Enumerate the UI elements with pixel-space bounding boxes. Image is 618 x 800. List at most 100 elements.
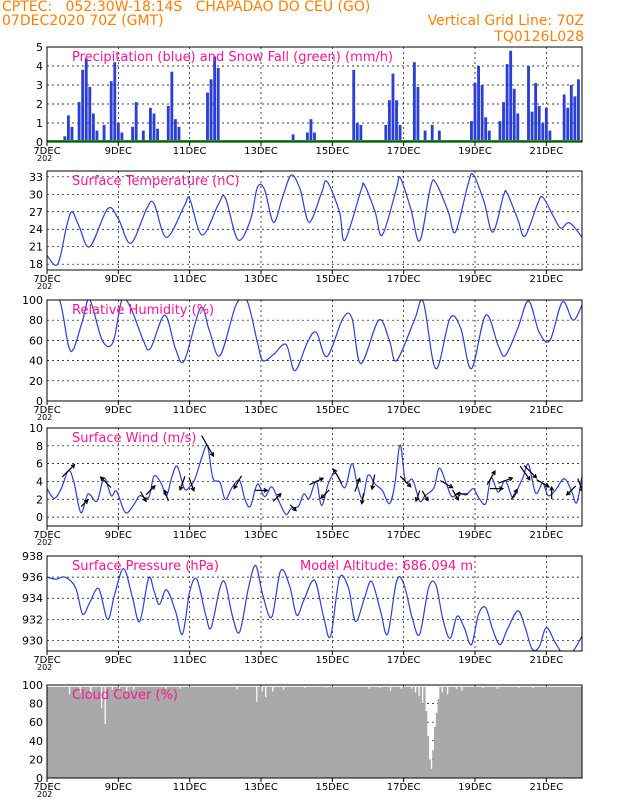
cloud-bar	[494, 686, 497, 778]
precip-bar	[437, 130, 441, 142]
y-tick-label: 8	[36, 440, 43, 453]
cloud-bar	[357, 686, 360, 778]
wind-arrow-head	[233, 484, 238, 490]
cloud-bar	[516, 686, 519, 778]
cloud-bar	[337, 686, 340, 778]
cloud-bar	[353, 686, 357, 778]
cloud-bar	[455, 688, 458, 778]
plot-frame	[46, 427, 583, 527]
cloud-bar	[314, 686, 317, 778]
precip-bar	[95, 130, 99, 142]
x-tick-label: 15DEC	[315, 782, 349, 793]
cloud-bar	[170, 686, 173, 778]
cloud-bar	[414, 692, 417, 778]
wind-arrow-head	[525, 475, 531, 481]
cloud-bar	[389, 690, 392, 778]
cloud-bar	[505, 686, 508, 778]
x-tick-label: 21DEC	[529, 274, 563, 285]
precip-bar	[398, 124, 402, 142]
cloud-bar	[571, 686, 574, 778]
wind-arrow-head	[532, 473, 538, 479]
wind-arrow-head	[318, 477, 325, 482]
wind-arrow	[451, 489, 459, 501]
cloud-bar	[244, 686, 248, 778]
wind-arrow	[399, 475, 412, 488]
cloud-bar	[118, 690, 121, 778]
cloud-bar	[271, 691, 274, 778]
plot-frame	[46, 46, 583, 143]
y-tick-label: 80	[29, 314, 43, 327]
cloud-bar	[355, 686, 358, 778]
cloud-bar	[330, 686, 333, 778]
x-tick-label: 15DEC	[315, 655, 349, 666]
x-tick-label: 9DEC	[105, 530, 132, 541]
cloud-bar	[507, 686, 510, 778]
cloud-bar	[277, 686, 280, 778]
precip-bar	[291, 134, 295, 142]
cloud-bar	[560, 686, 563, 778]
wind-arrow	[371, 474, 376, 490]
cloud-bar	[243, 686, 246, 778]
cloud-bar	[148, 686, 151, 778]
precip-bar	[484, 117, 488, 142]
y-tick-label: 0	[36, 395, 43, 408]
cloud-bar	[319, 686, 323, 778]
cloud-bar	[136, 686, 139, 778]
precip-bar	[505, 64, 509, 142]
cloud-bar	[441, 692, 444, 778]
cloud-bar	[214, 686, 217, 778]
plot-area	[47, 300, 582, 372]
cloud-bar	[50, 686, 53, 778]
y-tick-label: 5	[36, 41, 43, 54]
cloud-bar	[453, 686, 456, 778]
cloud-bar	[121, 686, 125, 778]
wind-arrow	[272, 493, 282, 502]
x-tick-label: 13DEC	[244, 274, 278, 285]
cloud-bar	[391, 686, 394, 778]
cloud-bar	[576, 686, 579, 778]
cloud-bar	[532, 687, 535, 778]
cloud-bar	[255, 701, 258, 778]
wind-arrow	[80, 499, 89, 508]
cloud-bar	[239, 686, 242, 778]
cloud-bar	[487, 686, 490, 778]
x-tick-label: 19DEC	[458, 655, 492, 666]
cloud-bar	[510, 686, 513, 778]
wind-arrow	[421, 490, 429, 501]
x-tick-label: 19DEC	[458, 782, 492, 793]
cloud-bar	[312, 686, 315, 778]
x-tick-label: 7DEC	[33, 530, 60, 541]
wind-arrow	[523, 465, 537, 479]
cloud-bar	[303, 687, 307, 778]
cloud-bar	[499, 686, 503, 778]
cloud-bar	[425, 711, 428, 778]
cloud-bar	[221, 686, 225, 778]
precip-bar	[470, 121, 473, 142]
wind-arrow-head	[513, 488, 518, 494]
precip-bar	[170, 71, 174, 142]
cloud-bar	[480, 686, 483, 778]
cloud-bar	[91, 686, 94, 778]
cloud-bar	[482, 687, 485, 778]
cloud-bar	[394, 686, 398, 778]
cloud-bar	[524, 686, 528, 778]
precip-bar	[527, 66, 530, 142]
cloud-bar	[387, 686, 390, 778]
vertical-grid-info: Vertical Grid Line: 70Z	[427, 13, 584, 29]
cloud-bar	[207, 686, 210, 778]
precip-bar	[120, 132, 124, 142]
x-tick-label: 21DEC	[529, 655, 563, 666]
cloud-bar	[373, 686, 376, 778]
cloud-bar	[294, 686, 298, 778]
wind-arrow-head	[579, 488, 582, 492]
cloud-bar	[569, 686, 572, 778]
y-tick-label: 938	[22, 550, 43, 563]
cloud-bar	[82, 686, 85, 778]
precip-bar	[206, 92, 209, 142]
cloud-bar	[273, 686, 276, 778]
precip-bar	[63, 136, 67, 142]
x-tick-label: 15DEC	[315, 405, 349, 416]
cloud-bar	[47, 686, 50, 778]
cloud-bar	[246, 686, 250, 778]
precip-bar	[577, 79, 580, 142]
